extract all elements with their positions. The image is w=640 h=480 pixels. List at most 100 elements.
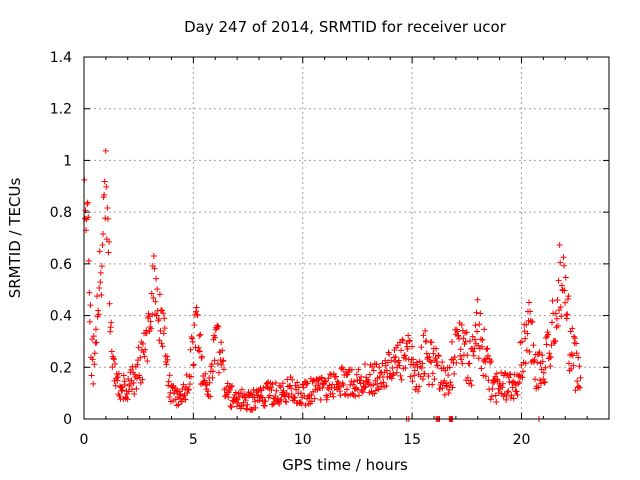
chart-title: Day 247 of 2014, SRMTID for receiver uco…	[184, 18, 507, 36]
data-point	[404, 345, 411, 352]
data-point	[468, 382, 475, 389]
data-point	[538, 380, 545, 387]
data-point	[470, 348, 477, 355]
data-point	[340, 381, 347, 388]
data-point	[325, 375, 332, 382]
data-point	[431, 376, 438, 383]
data-point	[547, 354, 554, 361]
data-point	[218, 339, 225, 346]
data-point	[422, 327, 429, 334]
data-point	[552, 338, 559, 345]
data-point	[398, 347, 405, 354]
data-point	[156, 291, 163, 298]
data-point	[564, 295, 571, 302]
data-point	[384, 359, 391, 366]
data-point	[148, 290, 155, 297]
y-tick-label: 1.4	[50, 50, 72, 66]
data-point	[520, 368, 527, 375]
data-point	[279, 380, 286, 387]
data-point	[543, 341, 550, 348]
data-point	[84, 200, 91, 207]
data-point	[412, 386, 419, 393]
data-point	[449, 384, 456, 391]
data-point	[96, 284, 103, 291]
data-point	[473, 309, 480, 316]
data-point	[304, 380, 311, 387]
data-point	[288, 385, 295, 392]
data-point	[145, 313, 152, 320]
data-point	[212, 334, 219, 341]
y-tick-label: 0.2	[50, 360, 72, 376]
data-point	[555, 277, 562, 284]
data-point	[324, 394, 331, 401]
data-point	[322, 378, 329, 385]
data-point	[478, 365, 485, 372]
data-point	[549, 297, 556, 304]
data-point	[498, 369, 505, 376]
data-point	[272, 392, 279, 399]
y-tick-label: 0.8	[50, 205, 72, 221]
data-point	[119, 386, 126, 393]
data-point	[439, 385, 446, 392]
y-tick-label: 1.2	[50, 102, 72, 118]
data-point	[462, 338, 469, 345]
data-point	[189, 338, 196, 345]
data-point	[433, 358, 440, 365]
data-point	[573, 340, 580, 347]
data-point	[524, 330, 531, 337]
data-point	[499, 384, 506, 391]
data-point	[211, 357, 218, 364]
data-point	[308, 398, 315, 405]
data-point	[526, 299, 533, 306]
data-point	[508, 394, 514, 401]
data-point	[514, 391, 521, 398]
data-point	[375, 385, 382, 392]
data-point	[569, 325, 576, 332]
data-point	[208, 361, 215, 368]
data-point	[432, 355, 439, 362]
data-point	[377, 380, 384, 387]
data-point	[406, 337, 413, 344]
data-point	[369, 363, 376, 370]
data-point	[402, 364, 409, 371]
data-point	[109, 364, 116, 371]
data-point	[386, 351, 393, 358]
data-point	[238, 386, 245, 393]
data-point	[185, 386, 192, 393]
data-point	[244, 401, 251, 408]
data-point	[268, 386, 275, 393]
data-point	[282, 398, 289, 405]
data-point	[115, 370, 122, 377]
data-point	[419, 360, 426, 367]
data-point	[165, 378, 172, 385]
data-point	[94, 293, 101, 300]
data-point	[401, 352, 408, 359]
data-point	[474, 328, 481, 335]
data-point	[435, 353, 442, 360]
data-point	[201, 377, 208, 384]
data-point	[161, 315, 168, 322]
data-point	[479, 337, 486, 344]
data-point	[493, 370, 500, 377]
data-point	[290, 395, 297, 402]
data-point	[392, 358, 399, 365]
data-point	[446, 386, 453, 393]
data-point	[331, 385, 338, 392]
data-point	[172, 385, 179, 392]
data-point	[207, 393, 214, 400]
data-point	[430, 350, 437, 357]
data-point	[567, 328, 574, 335]
data-point	[98, 263, 105, 270]
data-point	[266, 392, 273, 399]
data-point	[336, 388, 343, 395]
data-point	[374, 380, 381, 387]
data-point	[539, 352, 546, 359]
data-point	[556, 242, 563, 249]
data-point	[491, 378, 498, 385]
data-point	[252, 398, 259, 405]
data-point	[423, 338, 430, 345]
data-point	[563, 315, 570, 322]
data-point	[124, 396, 131, 403]
data-point	[308, 392, 315, 398]
data-point	[166, 394, 173, 401]
